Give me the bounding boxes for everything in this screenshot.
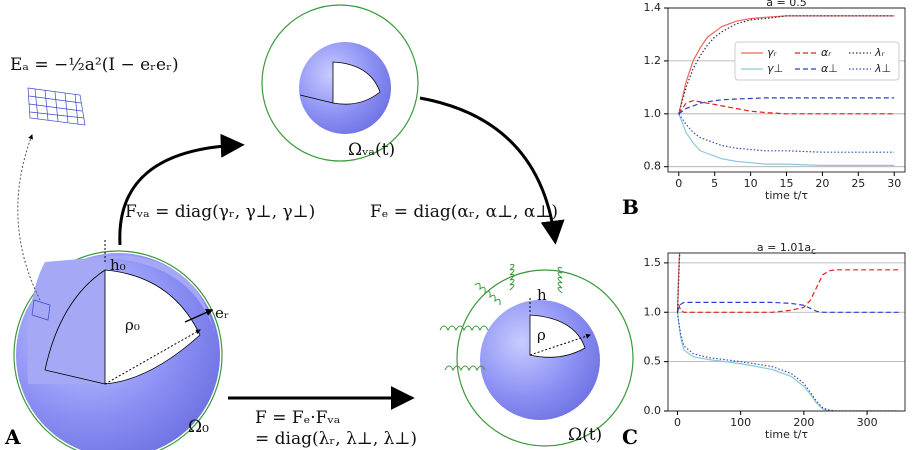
state-label: Ωᵥₐ(t) [348,140,395,160]
formula: Fₑ = diag(αᵣ, α⊥, α⊥) [370,202,558,222]
y-tick-label: 1.0 [644,305,662,318]
symbol: h [537,286,547,304]
link-arrow [18,135,40,300]
x-tick-label: 25 [851,177,865,190]
legend-label: γᵣ [767,46,778,59]
panel-label: C [622,425,638,449]
x-tick-label: 30 [887,177,901,190]
x-tick-label: 5 [711,177,718,190]
formula: Eₐ = −½a²(I − eᵣeᵣ) [10,55,179,75]
title-text: a = 1.01a [757,241,811,254]
x-tick-label: 0 [674,416,681,429]
symbol: ρ₀ [125,316,140,334]
legend-label: αᵣ [821,46,832,59]
series-line [679,114,894,152]
y-tick-label: 0.0 [644,404,662,417]
legend-label: λ⊥ [874,62,891,75]
state-label: Ω₀ [188,417,209,437]
series-line [679,98,894,114]
y-tick-label: 1.4 [644,1,662,14]
x-tick-label: 10 [744,177,758,190]
state-label: Ω(t) [568,425,602,445]
x-tick-label: 0 [675,177,682,190]
symbol: h₀ [110,256,126,274]
chart-title: a = 0.5 [766,0,806,9]
y-tick-label: 0.5 [644,355,662,368]
process-arrow [120,145,240,245]
y-tick-label: 1.0 [644,107,662,120]
legend-label: α⊥ [821,62,838,75]
panel-label: A [4,425,21,449]
schematic: Eₐ = −½a²(I − eᵣeᵣ) Fᵥₐ = diag(γᵣ, γ⊥, γ… [4,5,639,450]
formula: = diag(λᵣ, λ⊥, λ⊥) [255,429,417,449]
y-tick-label: 1.5 [644,256,662,269]
x-tick-label: 100 [730,416,751,429]
series-line [678,270,899,313]
y-tick-label: 0.8 [644,160,662,173]
symbol: eᵣ [215,304,229,322]
title-text: a = 0.5 [766,0,806,9]
figure: Eₐ = −½a²(I − eᵣeᵣ) Fᵥₐ = diag(γᵣ, γ⊥, γ… [0,0,918,450]
x-tick-label: 20 [815,177,829,190]
formula: F = Fₑ·Fᵥₐ [255,408,341,428]
x-axis-label: time t/τ [765,189,808,202]
series-line [679,101,894,114]
chart-title: a = 1.01ac [757,241,816,257]
plot-frame [668,253,905,411]
title-subscript: c [811,247,816,257]
formula: Fᵥₐ = diag(γᵣ, γ⊥, γ⊥) [125,202,315,222]
legend-label: γ⊥ [767,62,783,75]
x-axis-label: time t/τ [765,428,808,441]
panel-label: B [622,195,639,219]
plot-frame [668,8,905,172]
y-tick-label: 1.2 [644,54,662,67]
series-line [679,114,894,166]
x-tick-label: 300 [857,416,878,429]
legend-label: λᵣ [874,46,886,59]
symbol: ρ [537,326,546,344]
